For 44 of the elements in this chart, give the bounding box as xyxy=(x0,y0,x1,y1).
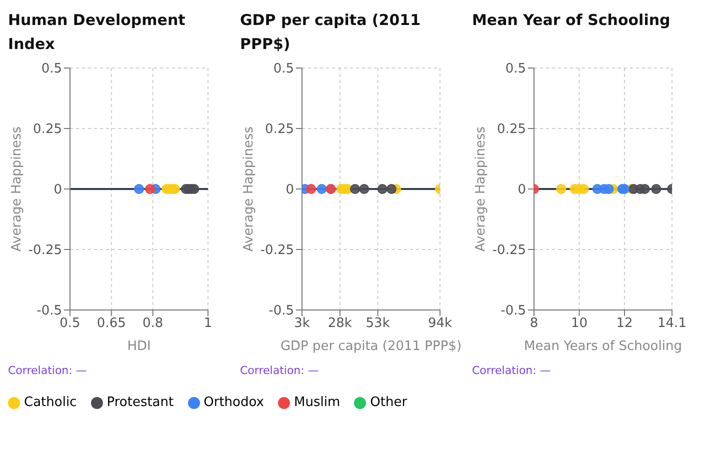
y-tick-label: 0 xyxy=(518,182,526,198)
y-tick-label: 0.5 xyxy=(505,62,526,77)
y-tick-label: -0.25 xyxy=(28,243,62,258)
y-tick-label: 0.25 xyxy=(497,122,526,138)
y-axis-title: Average Happiness xyxy=(10,126,25,252)
x-tick-label: 1 xyxy=(204,316,212,332)
legend-label: Protestant xyxy=(106,395,174,410)
text: Correlation: — xyxy=(240,364,320,377)
x-axis-title: Mean Years of Schooling xyxy=(524,339,682,354)
y-tick-label: 0.25 xyxy=(265,122,294,138)
text: Correlation: — xyxy=(8,364,88,377)
y-axis-title: Average Happiness xyxy=(242,126,257,252)
y-axis-title: Average Happiness xyxy=(474,126,489,252)
y-tick-label: 0.5 xyxy=(273,62,294,77)
legend-label: Muslim xyxy=(293,395,340,410)
y-tick-label: 0.25 xyxy=(33,122,62,138)
x-axis-title: GDP per capita (2011 PPP$) xyxy=(280,339,462,354)
x-tick-label: 28k xyxy=(328,316,352,332)
x-tick-label: 12 xyxy=(616,316,633,332)
chart-title: Human Development Index xyxy=(8,10,186,55)
y-tick-label: 0 xyxy=(286,182,294,198)
y-tick-label: -0.5 xyxy=(36,304,62,319)
x-tick-label: 0.8 xyxy=(142,316,164,332)
legend-label: Catholic xyxy=(23,395,77,410)
chart-title: GDP per capita (2011 PPP$) xyxy=(240,10,422,55)
text: Correlation: — xyxy=(472,364,552,377)
x-tick-label: 94k xyxy=(428,316,453,332)
x-tick-label: 0.5 xyxy=(60,316,80,332)
x-tick-label: 8 xyxy=(530,316,538,332)
y-tick-label: -0.5 xyxy=(268,304,294,319)
y-tick-label: 0 xyxy=(54,182,62,198)
legend-label: Other xyxy=(369,395,408,410)
x-tick-label: 14.1 xyxy=(658,316,686,332)
x-axis-title: HDI xyxy=(127,339,151,354)
x-tick-label: 53k xyxy=(366,316,390,332)
y-tick-label: -0.25 xyxy=(260,243,294,258)
x-tick-label: 10 xyxy=(570,316,588,332)
x-tick-label: 3k xyxy=(294,316,310,332)
y-tick-label: -0.25 xyxy=(492,243,526,258)
y-tick-label: -0.5 xyxy=(500,304,526,319)
x-tick-label: 0.65 xyxy=(96,316,126,332)
y-tick-label: 0.5 xyxy=(41,62,62,77)
legend-label: Orthodox xyxy=(202,395,264,410)
chart-title: Mean Year of Schooling xyxy=(472,10,672,31)
